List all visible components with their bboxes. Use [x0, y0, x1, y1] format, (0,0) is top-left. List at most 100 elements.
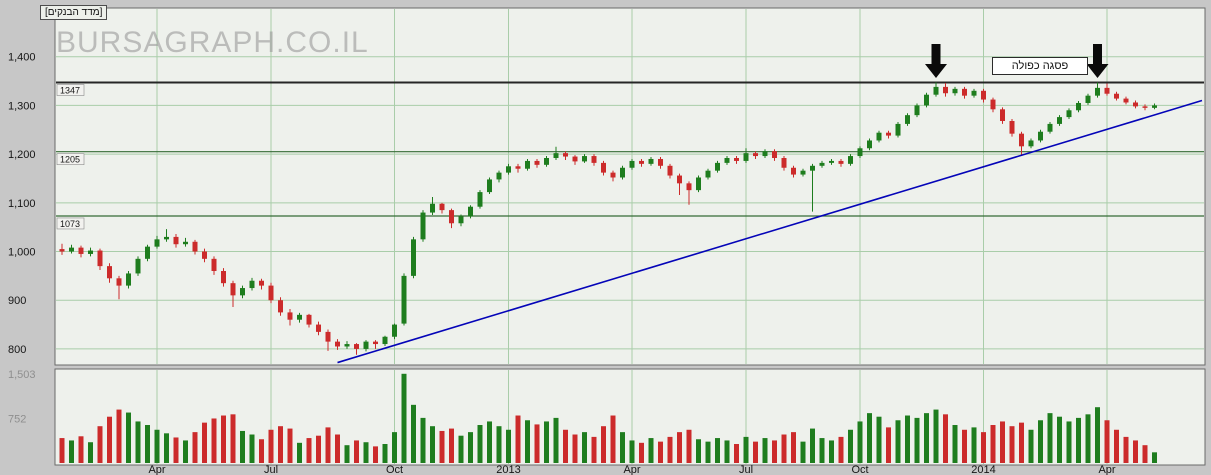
- candle: [620, 165, 625, 180]
- volume-bars: [59, 373, 1157, 463]
- svg-text:1347: 1347: [60, 86, 80, 96]
- candle: [914, 103, 920, 118]
- candle: [1066, 108, 1072, 120]
- x-axis-labels: Apr Jul Oct 2013 Apr Jul Oct 2014 Apr: [148, 464, 1115, 475]
- candle: [1104, 83, 1110, 96]
- level-label: 1347: [56, 84, 85, 96]
- volume-bar: [658, 441, 663, 463]
- candle: [154, 235, 160, 249]
- candle: [648, 157, 654, 166]
- volume-bar: [1095, 407, 1100, 463]
- candle: [848, 154, 853, 166]
- volume-bar: [591, 436, 597, 463]
- volume-bar: [506, 429, 511, 463]
- double-top-arrow-icon: [1086, 44, 1109, 78]
- candle: [867, 138, 872, 151]
- volume-bar: [496, 426, 502, 463]
- volume-bar: [610, 415, 616, 463]
- volume-bar: [259, 439, 264, 463]
- volume-bar: [164, 433, 169, 463]
- volume-bar: [1142, 445, 1148, 463]
- candle: [88, 247, 93, 257]
- candle: [496, 170, 502, 183]
- svg-text:752: 752: [8, 413, 26, 425]
- volume-bar: [287, 428, 293, 463]
- level-label: 1205: [56, 153, 85, 165]
- candle: [819, 160, 825, 168]
- volume-bar: [724, 440, 730, 463]
- volume-bar: [810, 428, 815, 463]
- candle: [715, 160, 720, 173]
- volume-bar: [1028, 429, 1034, 463]
- volume-bar: [696, 439, 701, 463]
- svg-text:Apr: Apr: [623, 464, 640, 475]
- volume-bar: [1047, 413, 1053, 463]
- candle: [582, 154, 587, 163]
- volume-bar: [914, 417, 920, 463]
- volume-bar: [430, 426, 435, 463]
- volume-bar: [382, 444, 388, 463]
- volume-bar: [582, 432, 587, 463]
- volume-bar: [819, 438, 825, 463]
- volume-bar: [715, 438, 720, 463]
- candle: [230, 280, 236, 308]
- candle: [1000, 107, 1005, 124]
- volume-bar: [857, 421, 863, 463]
- volume-bar: [1114, 429, 1119, 463]
- volume-bar: [553, 417, 559, 463]
- instrument-label: [מדד הבנקים]: [40, 5, 108, 20]
- level-label: 1073: [56, 217, 85, 230]
- double-top-annotation: פסגה כפולה: [992, 57, 1088, 75]
- candle: [173, 233, 179, 248]
- volume-bar: [354, 440, 359, 463]
- y-axis-labels: 1,400 1,300 1,200 1,100 1,000 900 800: [8, 52, 36, 356]
- volume-bar: [316, 435, 321, 463]
- candle: [107, 263, 112, 283]
- volume-bar: [971, 427, 977, 463]
- candle: [686, 181, 692, 205]
- candle: [1009, 119, 1015, 137]
- candle: [487, 177, 492, 195]
- candle: [1038, 129, 1043, 143]
- svg-text:Apr: Apr: [1098, 464, 1115, 475]
- candle: [534, 158, 540, 168]
- price-levels: [56, 81, 1204, 217]
- candle: [126, 271, 131, 289]
- volume-bar: [88, 442, 93, 463]
- candle: [449, 208, 454, 229]
- volume-bar: [1085, 414, 1091, 463]
- volume-bar: [411, 404, 416, 463]
- volume-bar: [439, 430, 445, 463]
- candle: [240, 285, 245, 299]
- volume-bar: [240, 430, 245, 463]
- volume-bar: [867, 413, 872, 463]
- candle: [59, 243, 65, 255]
- candle: [192, 239, 198, 255]
- volume-bar: [848, 429, 853, 463]
- candle: [886, 130, 891, 139]
- candle: [553, 146, 559, 160]
- candle: [1076, 101, 1081, 113]
- candle: [506, 163, 511, 175]
- volume-bar: [211, 418, 217, 463]
- volume-bar: [525, 420, 530, 463]
- volume-bar: [753, 441, 758, 463]
- candle: [78, 245, 84, 258]
- candle: [810, 163, 815, 212]
- candle: [335, 339, 340, 350]
- candle: [259, 278, 264, 290]
- candle: [211, 256, 217, 275]
- svg-text:1,000: 1,000: [8, 247, 36, 259]
- svg-text:1,300: 1,300: [8, 100, 36, 112]
- volume-bar: [268, 429, 274, 463]
- candle: [1095, 82, 1100, 98]
- candle: [1057, 115, 1062, 126]
- candle: [791, 165, 796, 178]
- svg-text:1,503: 1,503: [8, 369, 36, 381]
- volume-bar: [686, 429, 692, 463]
- svg-text:900: 900: [8, 295, 26, 307]
- candle: [116, 275, 122, 300]
- trendline: [337, 99, 1203, 364]
- candle: [430, 196, 435, 215]
